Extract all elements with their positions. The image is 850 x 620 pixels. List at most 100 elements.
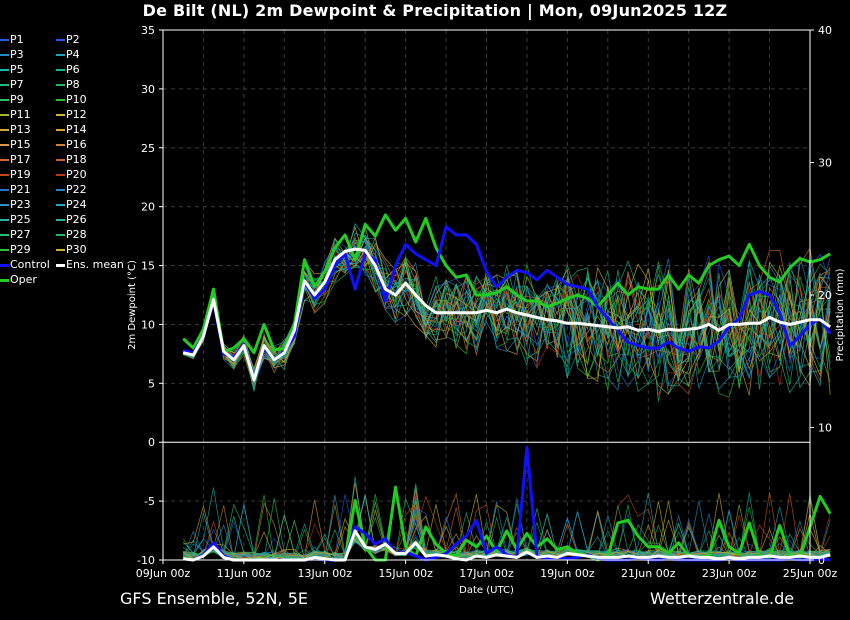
legend-label: Control <box>10 258 50 271</box>
legend-swatch <box>0 219 9 221</box>
ensemble-member-line <box>183 239 831 396</box>
legend-item: P15 <box>0 137 31 152</box>
legend-item: P13 <box>0 122 31 137</box>
legend-label: Ens. mean <box>66 258 124 271</box>
x-tick-label: 19Jun 00z <box>540 567 595 580</box>
legend-swatch <box>0 278 9 282</box>
legend-label: P1 <box>10 33 24 46</box>
x-tick-label: 25Jun 00z <box>783 567 838 580</box>
legend-item: P18 <box>56 152 87 167</box>
legend-item: P7 <box>0 77 24 92</box>
legend-swatch <box>0 39 9 41</box>
legend-label: P29 <box>10 243 31 256</box>
legend-label: P25 <box>10 213 31 226</box>
y2-tick-label: 30 <box>818 157 832 170</box>
legend-item: P21 <box>0 182 31 197</box>
legend-item: P28 <box>56 227 87 242</box>
legend-item: P23 <box>0 197 31 212</box>
legend-label: P15 <box>10 138 31 151</box>
legend-swatch <box>56 234 65 236</box>
legend-label: P10 <box>66 93 87 106</box>
source-label: Wetterzentrale.de <box>650 589 795 608</box>
legend-label: P23 <box>10 198 31 211</box>
x-tick-label: 11Jun 00z <box>217 567 272 580</box>
legend-label: P9 <box>10 93 24 106</box>
legend-label: P14 <box>66 123 87 136</box>
legend-swatch <box>0 189 9 191</box>
legend-swatch <box>0 204 9 206</box>
precip-line-control <box>183 445 831 562</box>
legend-swatch <box>0 144 9 146</box>
legend-item: Ens. mean <box>56 257 124 272</box>
legend-label: P4 <box>66 48 80 61</box>
legend-label: P27 <box>10 228 31 241</box>
y-tick-label: 10 <box>141 318 155 331</box>
legend-item: P1 <box>0 32 24 47</box>
legend-swatch <box>56 129 65 131</box>
legend-label: P8 <box>66 78 80 91</box>
x-tick-label: 15Jun 00z <box>378 567 433 580</box>
y-tick-label: 5 <box>148 377 155 390</box>
legend-item: P3 <box>0 47 24 62</box>
legend-item: P6 <box>56 62 80 77</box>
legend-label: P17 <box>10 153 31 166</box>
y-tick-label: 15 <box>141 260 155 273</box>
y2-tick-label: 10 <box>818 422 832 435</box>
x-axis-label: Date (UTC) <box>459 585 514 596</box>
y-tick-label: 25 <box>141 142 155 155</box>
x-tick-label: 23Jun 00z <box>702 567 757 580</box>
legend-label: P3 <box>10 48 24 61</box>
legend-swatch <box>0 174 9 176</box>
legend-item: Control <box>0 257 50 272</box>
legend-swatch <box>56 189 65 191</box>
ensemble-member-line <box>183 242 831 395</box>
legend-label: P7 <box>10 78 24 91</box>
legend-swatch <box>56 54 65 56</box>
legend-swatch <box>56 69 65 71</box>
legend-swatch <box>56 114 65 116</box>
legend-swatch <box>0 249 9 251</box>
legend-swatch <box>0 99 9 101</box>
ensemble-member-precip <box>182 501 831 560</box>
legend-swatch <box>56 99 65 101</box>
legend-swatch <box>0 159 9 161</box>
y2-tick-label: 40 <box>818 24 832 37</box>
legend-swatch <box>56 263 65 267</box>
x-tick-label: 13Jun 00z <box>298 567 353 580</box>
legend-item: P25 <box>0 212 31 227</box>
legend-item: P29 <box>0 242 31 257</box>
axes: 35 30 25 20 15 10 5 0 -5 -10 40 30 20 10 0 09Jun 00z 11J… <box>127 24 846 596</box>
y-tick-label: 30 <box>141 83 155 96</box>
legend-item: P20 <box>56 167 87 182</box>
x-tick-label: 17Jun 00z <box>459 567 514 580</box>
legend-item: P24 <box>56 197 87 212</box>
legend-item: P5 <box>0 62 24 77</box>
legend-label: P30 <box>66 243 87 256</box>
legend-swatch <box>0 263 9 267</box>
legend-item: P19 <box>0 167 31 182</box>
chart-title: De Bilt (NL) 2m Dewpoint & Precipitation… <box>142 1 728 20</box>
legend-item: P30 <box>56 242 87 257</box>
legend-item: P10 <box>56 92 87 107</box>
legend-label: P20 <box>66 168 87 181</box>
y-axis-label: 2m Dewpoint (°C) <box>127 260 138 350</box>
model-label: GFS Ensemble, 52N, 5E <box>120 589 308 608</box>
legend-item: P12 <box>56 107 87 122</box>
legend-swatch <box>56 204 65 206</box>
legend-item: P14 <box>56 122 87 137</box>
legend-label: P12 <box>66 108 87 121</box>
y-tick-label: -5 <box>144 495 155 508</box>
legend-swatch <box>56 159 65 161</box>
legend-item: P8 <box>56 77 80 92</box>
legend-swatch <box>0 114 9 116</box>
legend-label: P28 <box>66 228 87 241</box>
legend-item: P4 <box>56 47 80 62</box>
dewpoint-line-oper <box>182 213 831 355</box>
legend-label: Oper <box>10 273 37 286</box>
legend-label: P21 <box>10 183 31 196</box>
legend-item: P11 <box>0 107 31 122</box>
precip-line-oper <box>182 485 832 562</box>
legend-item: P26 <box>56 212 87 227</box>
legend-item: Oper <box>0 272 37 287</box>
